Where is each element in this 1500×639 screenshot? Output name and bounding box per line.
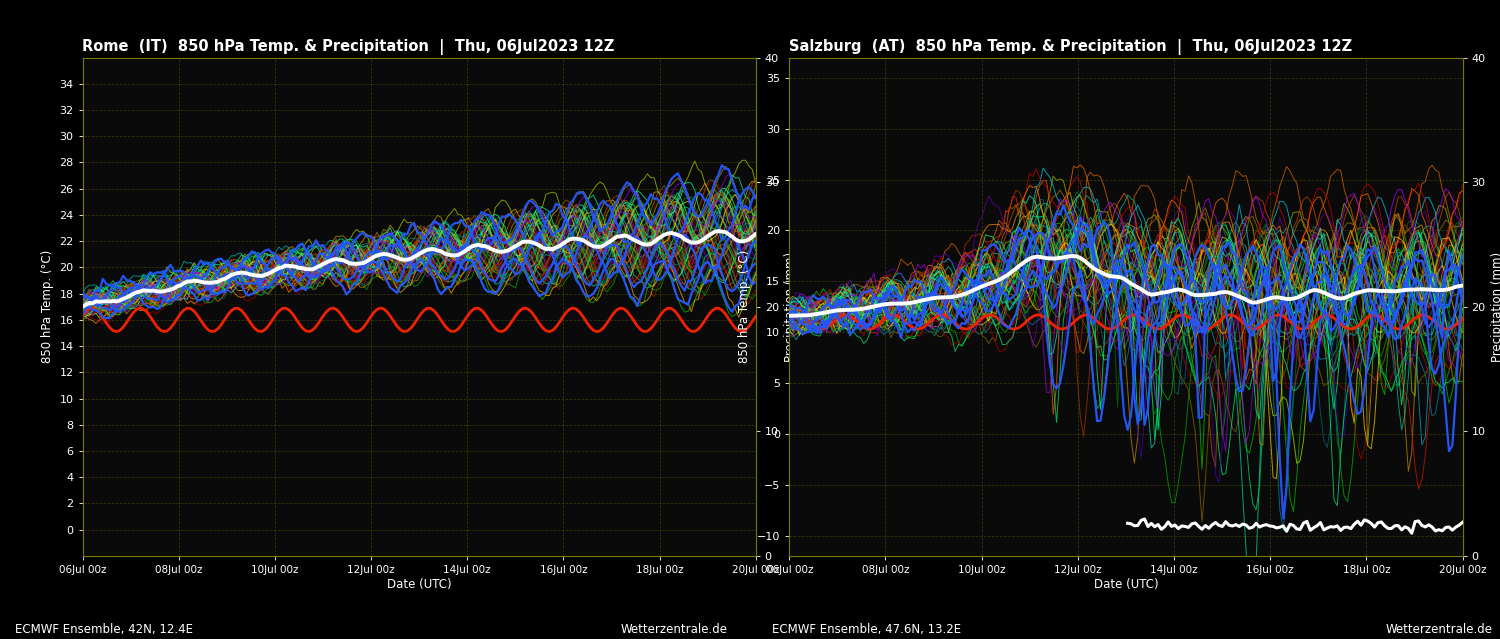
Text: ECMWF Ensemble, 42N, 12.4E: ECMWF Ensemble, 42N, 12.4E [15, 623, 194, 636]
Text: ECMWF Ensemble, 47.6N, 13.2E: ECMWF Ensemble, 47.6N, 13.2E [772, 623, 962, 636]
Y-axis label: 850 hPa Temp. (°C): 850 hPa Temp. (°C) [40, 250, 54, 364]
X-axis label: Date (UTC): Date (UTC) [387, 578, 452, 590]
Text: Rome  (IT)  850 hPa Temp. & Precipitation  |  Thu, 06Jul2023 12Z: Rome (IT) 850 hPa Temp. & Precipitation … [82, 38, 615, 54]
Text: Wetterzentrale.de: Wetterzentrale.de [1386, 623, 1492, 636]
Text: Salzburg  (AT)  850 hPa Temp. & Precipitation  |  Thu, 06Jul2023 12Z: Salzburg (AT) 850 hPa Temp. & Precipitat… [789, 38, 1353, 54]
X-axis label: Date (UTC): Date (UTC) [1094, 578, 1158, 590]
Text: Wetterzentrale.de: Wetterzentrale.de [621, 623, 728, 636]
Y-axis label: Precipitation (mm): Precipitation (mm) [1491, 252, 1500, 362]
Y-axis label: 850 hPa Temp. (°C): 850 hPa Temp. (°C) [738, 250, 752, 364]
Y-axis label: Precipitation (mm): Precipitation (mm) [784, 252, 798, 362]
